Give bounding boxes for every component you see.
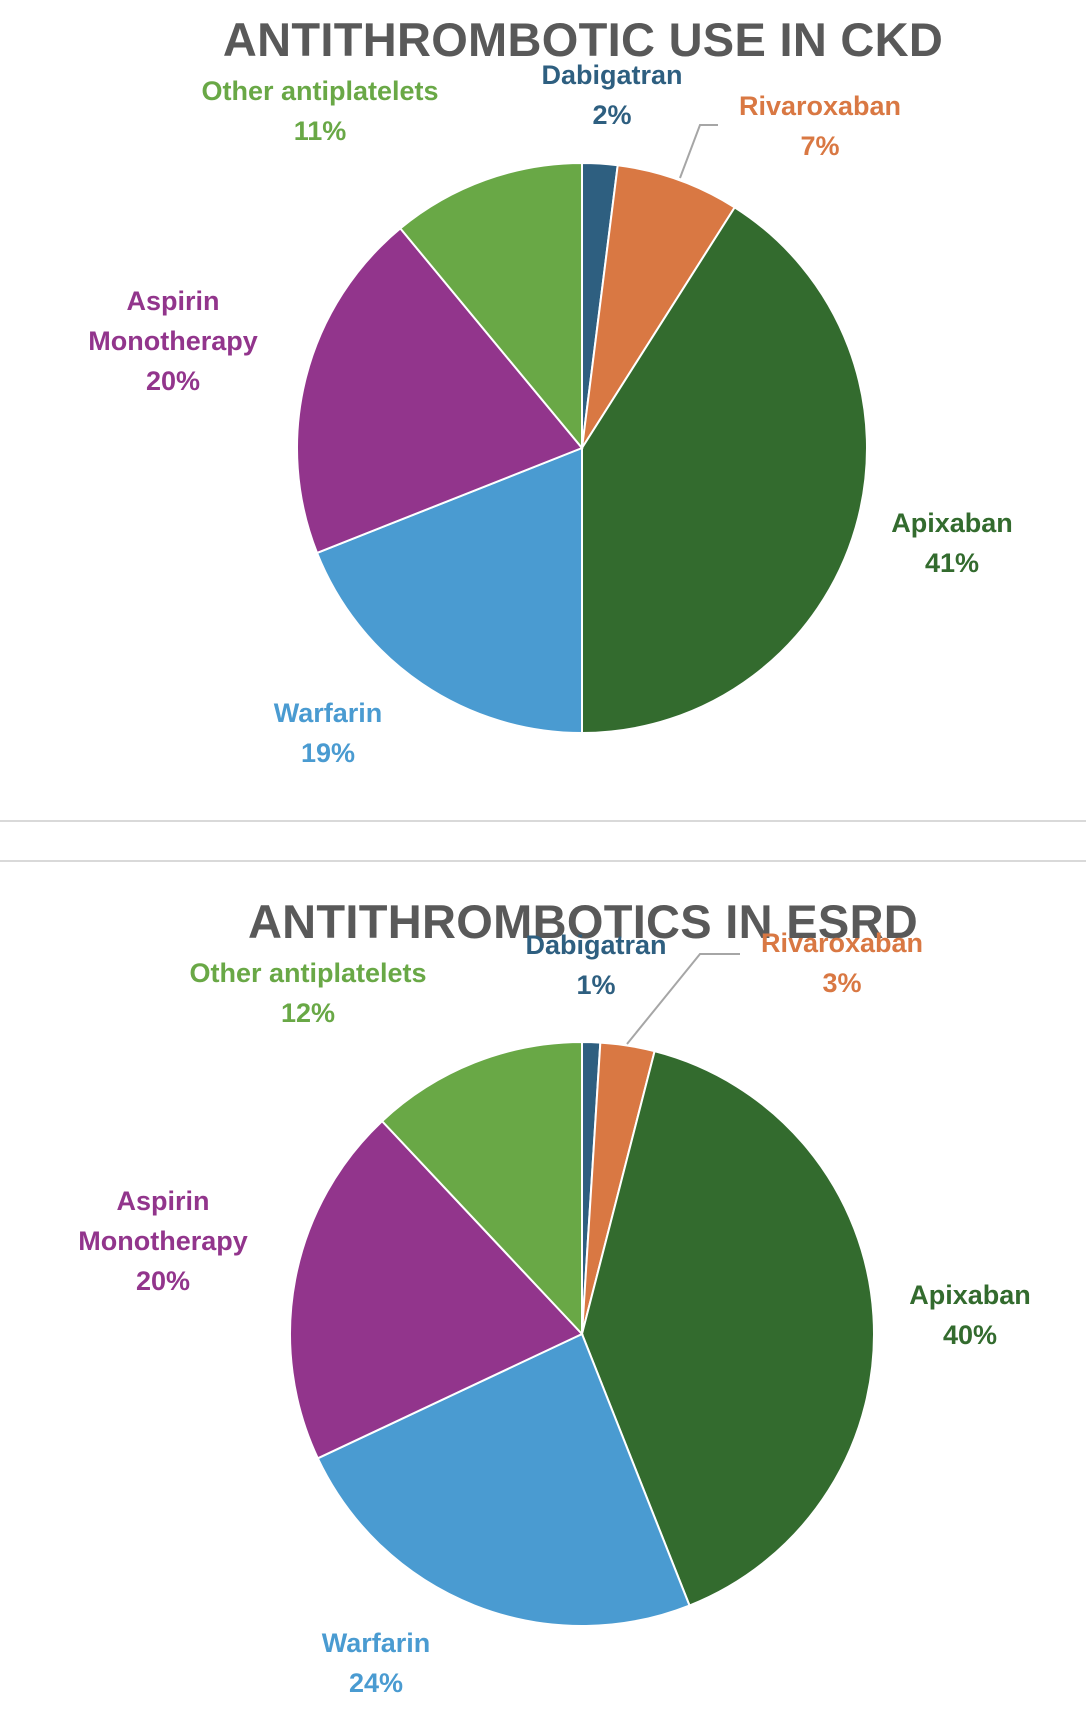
pie-slice-other-antiplatelets	[398, 161, 583, 451]
slice-label-warfarin: Warfarin 24%	[322, 1628, 431, 1698]
slice-label-rivaroxaban: Rivaroxaban 3%	[761, 928, 923, 998]
slice-value-label: 19%	[301, 738, 355, 768]
pie-chart-ckd: Dabigatran 2% Rivaroxaban 7% Apixaban 41% Warf…	[88, 60, 1013, 768]
slice-category-label: Dabigatran	[525, 930, 666, 960]
pie-slice-apixaban	[581, 205, 868, 735]
pie-chart-esrd: Dabigatran 1% Rivaroxaban 3% Apixaban 40% Warf…	[78, 928, 1031, 1698]
slice-value-label: 12%	[281, 998, 335, 1028]
slice-value-label: 2%	[592, 100, 631, 130]
slice-category-label: Aspirin	[126, 286, 219, 316]
slice-label-aspirin-monotherapy: Aspirin Monotherapy 20%	[78, 1186, 248, 1296]
slice-value-label: 1%	[576, 970, 615, 1000]
slice-category-label: Other antiplatelets	[201, 76, 438, 106]
pie-slice-warfarin	[315, 446, 583, 735]
pie-slice-warfarin	[316, 1332, 691, 1627]
slice-label-rivaroxaban: Rivaroxaban 7%	[739, 91, 901, 161]
slice-value-label: 41%	[925, 548, 979, 578]
leader-line	[679, 124, 718, 179]
slice-label-other-antiplatelets: Other antiplatelets 12%	[189, 958, 426, 1028]
slice-label-apixaban: Apixaban 40%	[909, 1280, 1031, 1350]
slice-category-label: Warfarin	[322, 1628, 431, 1658]
slice-value-label: 20%	[146, 366, 200, 396]
slice-value-label: 20%	[136, 1266, 190, 1296]
slice-category-label: Warfarin	[274, 698, 383, 728]
slice-label-warfarin: Warfarin 19%	[274, 698, 383, 768]
pie-slice-other-antiplatelets	[380, 1040, 583, 1337]
slice-label-apixaban: Apixaban 41%	[891, 508, 1013, 578]
panel-divider	[0, 820, 1086, 822]
slice-category-label: Rivaroxaban	[761, 928, 923, 958]
pie-slice-aspirin-monotherapy	[296, 226, 584, 555]
slice-value-label: 3%	[822, 968, 861, 998]
slice-value-label: 24%	[349, 1668, 403, 1698]
pie-slice-rivaroxaban	[581, 164, 737, 449]
slice-label-dabigatran: Dabigatran 2%	[541, 60, 682, 130]
chart-panel-esrd: ANTITHROMBOTICS IN ESRD Dabigatran 1% Riva…	[0, 862, 1086, 1712]
slice-label-other-antiplatelets: Other antiplatelets 11%	[201, 76, 438, 146]
panel-divider	[0, 860, 1086, 862]
slice-category-label: Rivaroxaban	[739, 91, 901, 121]
slice-category-label: Monotherapy	[88, 326, 258, 356]
chart-title: ANTITHROMBOTIC USE IN CKD	[222, 13, 944, 66]
slice-category-label: Apixaban	[909, 1280, 1031, 1310]
slice-category-label: Aspirin	[116, 1186, 209, 1216]
slice-category-label: Dabigatran	[541, 60, 682, 90]
slice-category-label: Apixaban	[891, 508, 1013, 538]
slice-value-label: 7%	[800, 131, 839, 161]
chart-title: ANTITHROMBOTICS IN ESRD	[247, 895, 919, 948]
leader-line	[626, 953, 740, 1045]
pie-slice-apixaban	[580, 1049, 875, 1607]
slice-value-label: 40%	[943, 1320, 997, 1350]
chart-panel-ckd: ANTITHROMBOTIC USE IN CKD Dabigatran 2% Ri…	[0, 0, 1086, 820]
pie-slice-aspirin-monotherapy	[289, 1119, 584, 1460]
slice-label-aspirin-monotherapy: Aspirin Monotherapy 20%	[88, 286, 258, 396]
slice-category-label: Monotherapy	[78, 1226, 248, 1256]
slice-value-label: 11%	[294, 116, 347, 146]
slice-category-label: Other antiplatelets	[189, 958, 426, 988]
slice-label-dabigatran: Dabigatran 1%	[525, 930, 666, 1000]
